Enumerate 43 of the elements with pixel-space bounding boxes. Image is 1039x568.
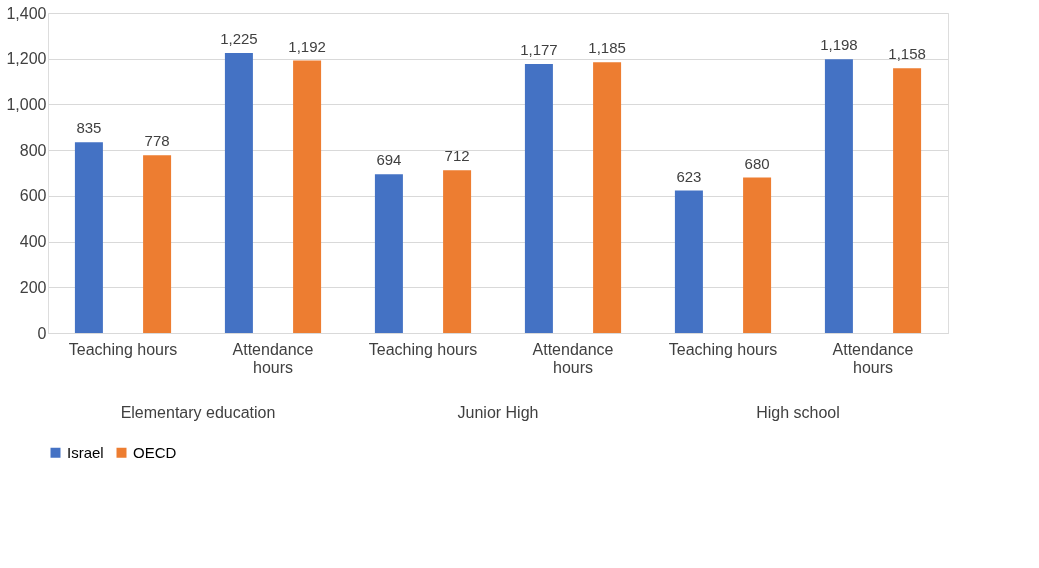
data-label: 1,158	[888, 45, 926, 63]
y-tick-label: 1,000	[6, 95, 47, 113]
x-tick-label: Teaching hours	[368, 340, 478, 358]
bar	[674, 190, 703, 333]
data-label: 1,177	[520, 40, 558, 58]
data-label: 1,225	[220, 30, 258, 47]
bar	[524, 63, 553, 333]
y-tick-label: 800	[19, 141, 47, 159]
data-label: 1,185	[588, 39, 626, 57]
bar	[824, 59, 853, 333]
bar	[74, 142, 103, 333]
data-label: 835	[76, 119, 102, 137]
text: High school	[756, 404, 840, 421]
text: Junior High	[457, 404, 539, 421]
data-label: 1,198	[820, 36, 858, 54]
x-tick-label: Attendance hours	[532, 340, 614, 376]
data-label: 778	[144, 132, 170, 150]
x-tick-label: Teaching hours	[668, 340, 778, 358]
x-tick-label: Teaching hours	[68, 340, 178, 358]
y-tick-label: 0	[37, 324, 47, 342]
data-label: 680	[744, 154, 770, 172]
y-tick-label: 1,400	[6, 4, 47, 22]
bar	[893, 68, 922, 333]
legend-label: Israel	[67, 443, 104, 461]
x-tick-label: Attendance hours	[832, 340, 914, 376]
bar	[593, 62, 622, 333]
y-tick-label: 1,200	[6, 50, 47, 68]
bar	[443, 170, 472, 333]
bar	[743, 177, 772, 333]
text: Elementary education	[120, 404, 276, 421]
bar	[293, 60, 322, 333]
bar	[143, 155, 172, 333]
data-label: 712	[444, 147, 470, 165]
bar	[224, 53, 253, 333]
bar	[374, 174, 403, 333]
data-label: 694	[376, 151, 402, 169]
x-tick-label: Attendance hours	[232, 340, 314, 376]
y-tick-label: 600	[19, 187, 47, 205]
legend-label: OECD	[133, 443, 177, 461]
y-tick-label: 200	[19, 278, 47, 296]
data-label: 623	[676, 167, 702, 185]
y-tick-label: 400	[19, 233, 47, 251]
data-label: 1,192	[288, 37, 326, 55]
